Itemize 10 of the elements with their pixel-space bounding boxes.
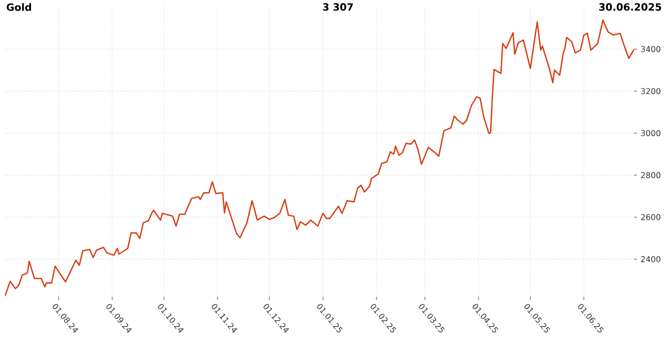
y-tick-label: 2600 <box>641 214 660 220</box>
y-tick-label: 2400 <box>641 256 660 262</box>
y-tick-label: 3200 <box>641 88 660 94</box>
line-series <box>5 19 634 297</box>
chart-title: Gold <box>6 3 32 11</box>
annotation: 3 307 <box>323 3 353 11</box>
annotation: 30.06.2025 <box>599 3 662 11</box>
y-tick-label: 2800 <box>641 172 660 178</box>
y-tick-label: 3400 <box>641 46 660 52</box>
y-tick-label: 3000 <box>641 130 660 136</box>
